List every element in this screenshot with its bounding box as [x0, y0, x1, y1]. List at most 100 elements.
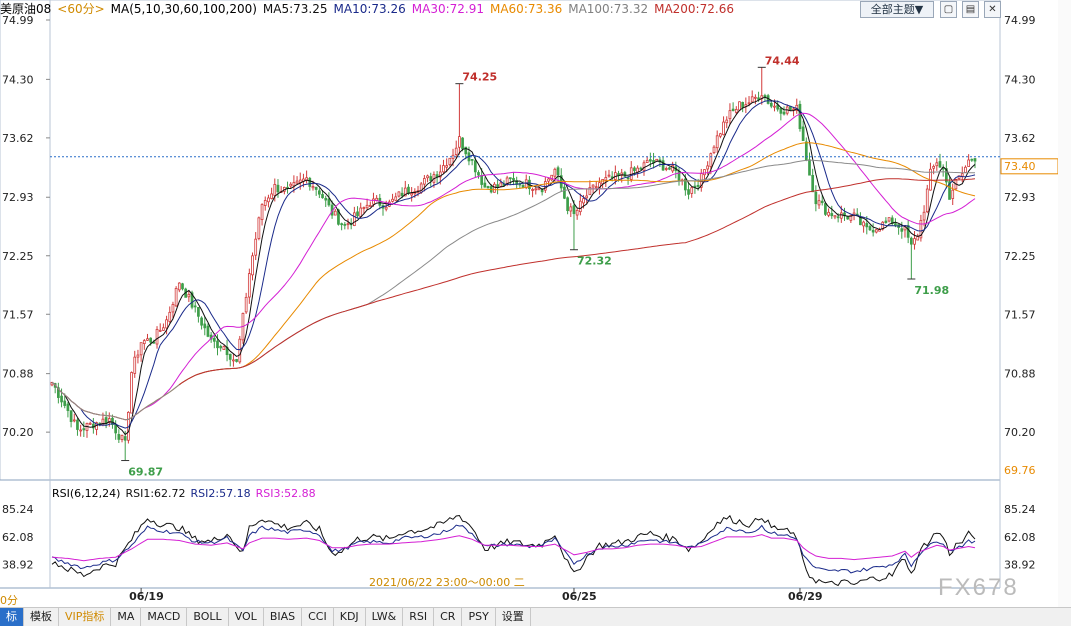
ma5-value: MA5:73.25 — [262, 2, 328, 16]
rsi3-line — [51, 534, 976, 562]
candle-body — [830, 213, 834, 217]
candle-body — [906, 225, 910, 238]
candle-body — [668, 167, 671, 170]
candle-body — [375, 197, 378, 201]
toolbar-ma[interactable]: MA — [111, 608, 142, 626]
candle-body — [168, 311, 172, 322]
candle-body — [696, 184, 700, 187]
toolbar-macd[interactable]: MACD — [141, 608, 188, 626]
restore-icon[interactable]: ▢ — [940, 1, 957, 18]
y-tick-left-7: 70.20 — [2, 426, 34, 439]
candle-body — [72, 419, 76, 422]
candle-body — [477, 172, 480, 176]
candle-body — [165, 319, 168, 329]
candle-body — [578, 200, 582, 213]
candle-body — [400, 192, 404, 197]
candle-body — [913, 238, 916, 245]
y-tick-right-2: 73.62 — [1004, 132, 1036, 145]
candle-body — [801, 126, 805, 141]
candle-body — [314, 186, 318, 190]
rsi-header: RSI(6,12,24) RSI1:62.72 RSI2:57.18 RSI3:52.… — [52, 487, 321, 500]
ma200-value: MA200:72.66 — [654, 2, 734, 16]
candle-body — [607, 174, 611, 177]
candle-body — [359, 207, 363, 218]
candle-body — [534, 188, 538, 191]
candle-body — [130, 372, 133, 414]
candle-body — [251, 255, 254, 276]
candle-body — [604, 177, 608, 181]
candle-body — [263, 200, 267, 206]
candle-body — [521, 185, 525, 188]
candle-body — [811, 174, 815, 193]
layout-icon[interactable]: ▤ — [962, 1, 979, 18]
candle-body — [585, 195, 589, 199]
toolbar-template[interactable]: 模板 — [24, 608, 59, 626]
chart-canvas[interactable]: 74.99 74.99 74.30 74.30 73.62 73.62 72.93 72.93… — [0, 0, 1071, 607]
candle-body — [235, 359, 238, 362]
candle-body — [846, 215, 850, 220]
ma-definition: MA(5,10,30,60,100,200) — [110, 2, 257, 16]
candle-body — [190, 292, 194, 308]
toolbar-lw[interactable]: LW& — [366, 608, 404, 626]
x-label-2: 06/29 — [788, 590, 823, 603]
theme-dropdown-button[interactable]: 全部主题▼ — [860, 1, 934, 18]
y-tick-right-4: 72.25 — [1004, 250, 1036, 263]
toolbar-vol[interactable]: VOL — [229, 608, 264, 626]
toolbar-psy[interactable]: PSY — [462, 608, 496, 626]
toolbar-cr[interactable]: CR — [434, 608, 463, 626]
candle-body — [814, 191, 818, 205]
rsi-tick-right-1: 62.08 — [1004, 531, 1036, 544]
candle-body — [117, 434, 121, 440]
candle-body — [289, 183, 293, 187]
candle-body — [317, 190, 321, 195]
toolbar-kdj[interactable]: KDJ — [334, 608, 366, 626]
toolbar-tab-0[interactable]: 标 — [0, 608, 24, 626]
candle-body — [88, 422, 92, 425]
candle-body — [754, 96, 757, 99]
candle-body — [397, 191, 401, 197]
candle-body — [575, 209, 579, 216]
candle-body — [919, 220, 923, 239]
candle-body — [260, 204, 264, 220]
toolbar-boll[interactable]: BOLL — [187, 608, 229, 626]
candle-body — [725, 119, 729, 124]
rsi2-line — [51, 524, 976, 574]
price-panel-frame — [0, 0, 1001, 481]
toolbar-vip-indicators[interactable]: VIP指标 — [59, 608, 112, 626]
period-tab-label[interactable]: 0分 — [0, 594, 18, 607]
candle-body — [60, 395, 63, 403]
candle-body — [276, 184, 280, 193]
candle-body — [543, 181, 547, 191]
candle-body — [719, 133, 722, 137]
close-icon[interactable]: ✕ — [984, 1, 1001, 18]
candle-body — [57, 387, 60, 398]
candle-body — [925, 188, 929, 213]
candle-body — [970, 158, 974, 161]
candle-body — [817, 200, 821, 206]
ma200-line — [179, 178, 976, 386]
candle-body — [356, 211, 359, 217]
toolbar-rsi[interactable]: RSI — [403, 608, 435, 626]
y-tick-left-2: 73.62 — [2, 132, 34, 145]
candle-body — [429, 176, 433, 182]
candle-body — [734, 109, 738, 113]
candle-body — [149, 337, 153, 343]
candle-body — [550, 174, 554, 181]
symbol-label[interactable]: 美原油08 — [0, 2, 52, 16]
right-scroll-edge[interactable] — [1058, 0, 1071, 607]
candle-body — [620, 172, 624, 176]
period-label[interactable]: <60分> — [57, 2, 105, 16]
candle-body — [859, 216, 862, 226]
candle-body — [403, 187, 407, 197]
candle-body — [270, 193, 273, 199]
candle-body — [448, 157, 452, 166]
candle-body — [690, 187, 694, 194]
toolbar-settings[interactable]: 设置 — [496, 608, 531, 626]
toolbar-bias[interactable]: BIAS — [264, 608, 303, 626]
toolbar-cci[interactable]: CCI — [302, 608, 334, 626]
candle-body — [107, 418, 111, 423]
candle-body — [327, 198, 331, 206]
candle-body — [706, 165, 710, 170]
ma100-line — [51, 159, 975, 421]
candle-body — [547, 178, 550, 182]
